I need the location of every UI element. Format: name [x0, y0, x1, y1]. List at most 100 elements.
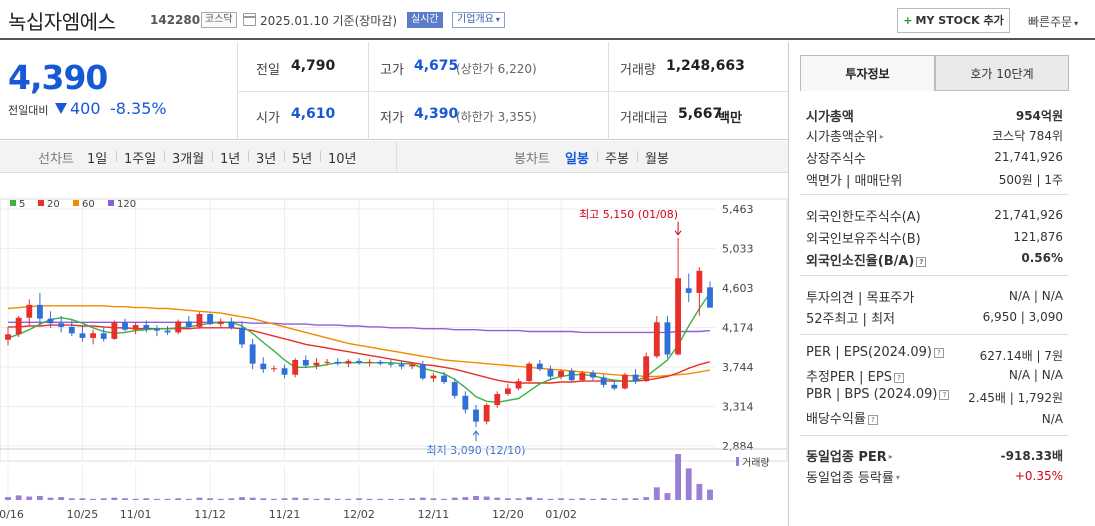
legend-swatch [73, 200, 79, 206]
candle-body [239, 327, 245, 345]
realtime-badge[interactable]: 실시간 [407, 12, 443, 28]
chevron-right-icon: ▸ [888, 452, 893, 461]
dividend-row[interactable]: 배당수익률? [806, 408, 878, 427]
max-arrowhead [674, 230, 682, 236]
volume-bar [451, 497, 458, 500]
volume-bar [79, 498, 86, 500]
volume-bar [547, 498, 554, 500]
market-cap-rank-row[interactable]: 시가총액순위 ▸ [806, 126, 884, 145]
candle-body [483, 405, 490, 422]
volume-bar [143, 498, 150, 500]
foreign-hold-value: 121,876 [1013, 230, 1063, 244]
tab-invest-info[interactable]: 투자정보 [800, 55, 935, 91]
tab-separator [248, 151, 249, 162]
par-value: 500원 | 1주 [998, 173, 1063, 187]
y-tick-label: 3,744 [722, 361, 754, 374]
candle-body [26, 304, 33, 318]
volume-bar [356, 498, 362, 500]
par-label: 액면가 | 매매단위 [806, 174, 903, 189]
price-panel [0, 42, 788, 140]
tab-weekly[interactable]: 주봉 [605, 152, 629, 167]
candle-body [600, 377, 607, 385]
tab-10year[interactable]: 10년 [328, 152, 357, 167]
help-icon[interactable]: ? [893, 373, 904, 383]
tab-monthly[interactable]: 월봉 [645, 152, 669, 167]
candle-body [90, 333, 97, 338]
volume-bar [653, 487, 660, 500]
help-icon[interactable]: ? [916, 257, 927, 267]
tab-orderbook[interactable]: 호가 10단계 [935, 55, 1069, 91]
volume-bar [196, 497, 203, 500]
volume-bar [473, 495, 479, 500]
est-per-row[interactable]: 추정PER | EPS? [806, 366, 904, 385]
help-icon[interactable]: ? [867, 415, 878, 425]
candle-body [387, 363, 394, 365]
upper-limit: (상한가 6,220) [456, 62, 537, 76]
divider [396, 141, 397, 173]
company-overview-button[interactable]: 기업개요 ▾ [452, 12, 505, 28]
volume-bar [36, 495, 43, 500]
dividend-value: N/A [1041, 412, 1063, 426]
y-tick-label: 2,884 [722, 440, 754, 453]
volume-bar [185, 498, 192, 500]
stock-code: 142280 [150, 13, 201, 27]
peer-chg-row[interactable]: 동일업종 등락률 ▾ [806, 467, 900, 486]
candle-body [643, 356, 650, 382]
foreign-hold-label: 외국인보유주식수(B) [806, 232, 921, 247]
peer-per-row[interactable]: 동일업종 PER ▸ [806, 446, 893, 465]
volume-bar [664, 493, 671, 500]
volume-label: 거래량 [742, 457, 770, 469]
volume-bar [600, 498, 607, 500]
candle-body [228, 321, 235, 328]
stock-name: 녹십자엠에스 [8, 10, 116, 34]
add-mystock-label: MY STOCK 추가 [915, 14, 1004, 27]
tab-1week[interactable]: 1주일 [124, 152, 157, 167]
volume-bar [132, 498, 139, 500]
candle-body [281, 368, 288, 375]
candle-body [15, 317, 22, 335]
candle-body [313, 362, 320, 366]
tab-1day[interactable]: 1일 [87, 152, 108, 167]
trade-value: 5,667 [678, 106, 723, 122]
volume-bar [228, 498, 235, 500]
volume-bar [5, 497, 11, 500]
candle-body [419, 364, 426, 379]
volume-legend-swatch [736, 457, 739, 466]
x-tick-label: 01/02 [545, 508, 577, 521]
help-icon[interactable]: ? [939, 390, 950, 400]
foreign-ratio-row[interactable]: 외국인소진율(B/A)? [806, 250, 927, 269]
x-tick-label: 10/16 [0, 508, 24, 521]
foreign-limit-label: 외국인한도주식수(A) [806, 210, 921, 225]
peer-per-value: -918.33배 [1000, 449, 1063, 463]
help-icon[interactable]: ? [933, 348, 944, 358]
volume-bar [430, 498, 437, 500]
per-value: 627.14배 | 7원 [979, 349, 1063, 363]
tab-1year[interactable]: 1년 [220, 152, 241, 167]
volume-bar [643, 497, 650, 500]
candle-body [653, 322, 660, 357]
candle-body [334, 361, 341, 364]
panel-divider [788, 42, 789, 526]
tab-separator [637, 151, 638, 162]
price-chart[interactable]: 5,463 5,033 4,603 4,174 3,744 3,314 2,884 10/16… [0, 174, 788, 526]
market-cap-label: 시가총액 [806, 110, 854, 125]
volume-bar [409, 498, 416, 500]
x-tick-label: 11/01 [120, 508, 152, 521]
y-tick-label: 4,174 [722, 321, 754, 334]
volume-bar [387, 498, 394, 500]
candle-body [68, 326, 75, 334]
tab-3month[interactable]: 3개월 [172, 152, 205, 167]
per-row[interactable]: PER | EPS(2024.09)? [806, 345, 944, 360]
candle-body [79, 333, 86, 338]
tab-5year[interactable]: 5년 [292, 152, 313, 167]
tab-daily[interactable]: 일봉 [565, 152, 589, 167]
volume-label: 거래량 [620, 63, 656, 78]
candle-body [260, 363, 267, 370]
volume-bar [334, 498, 341, 500]
add-mystock-button[interactable]: + MY STOCK 추가 [897, 8, 1010, 33]
opinion-label: 투자의견 | 목표주가 [806, 291, 915, 306]
tab-3year[interactable]: 3년 [256, 152, 277, 167]
prev-close-label: 전일 [256, 63, 280, 78]
pbr-row[interactable]: PBR | BPS (2024.09)? [806, 387, 950, 402]
quick-order-button[interactable]: 빠른주문 ▾ [1028, 13, 1078, 30]
